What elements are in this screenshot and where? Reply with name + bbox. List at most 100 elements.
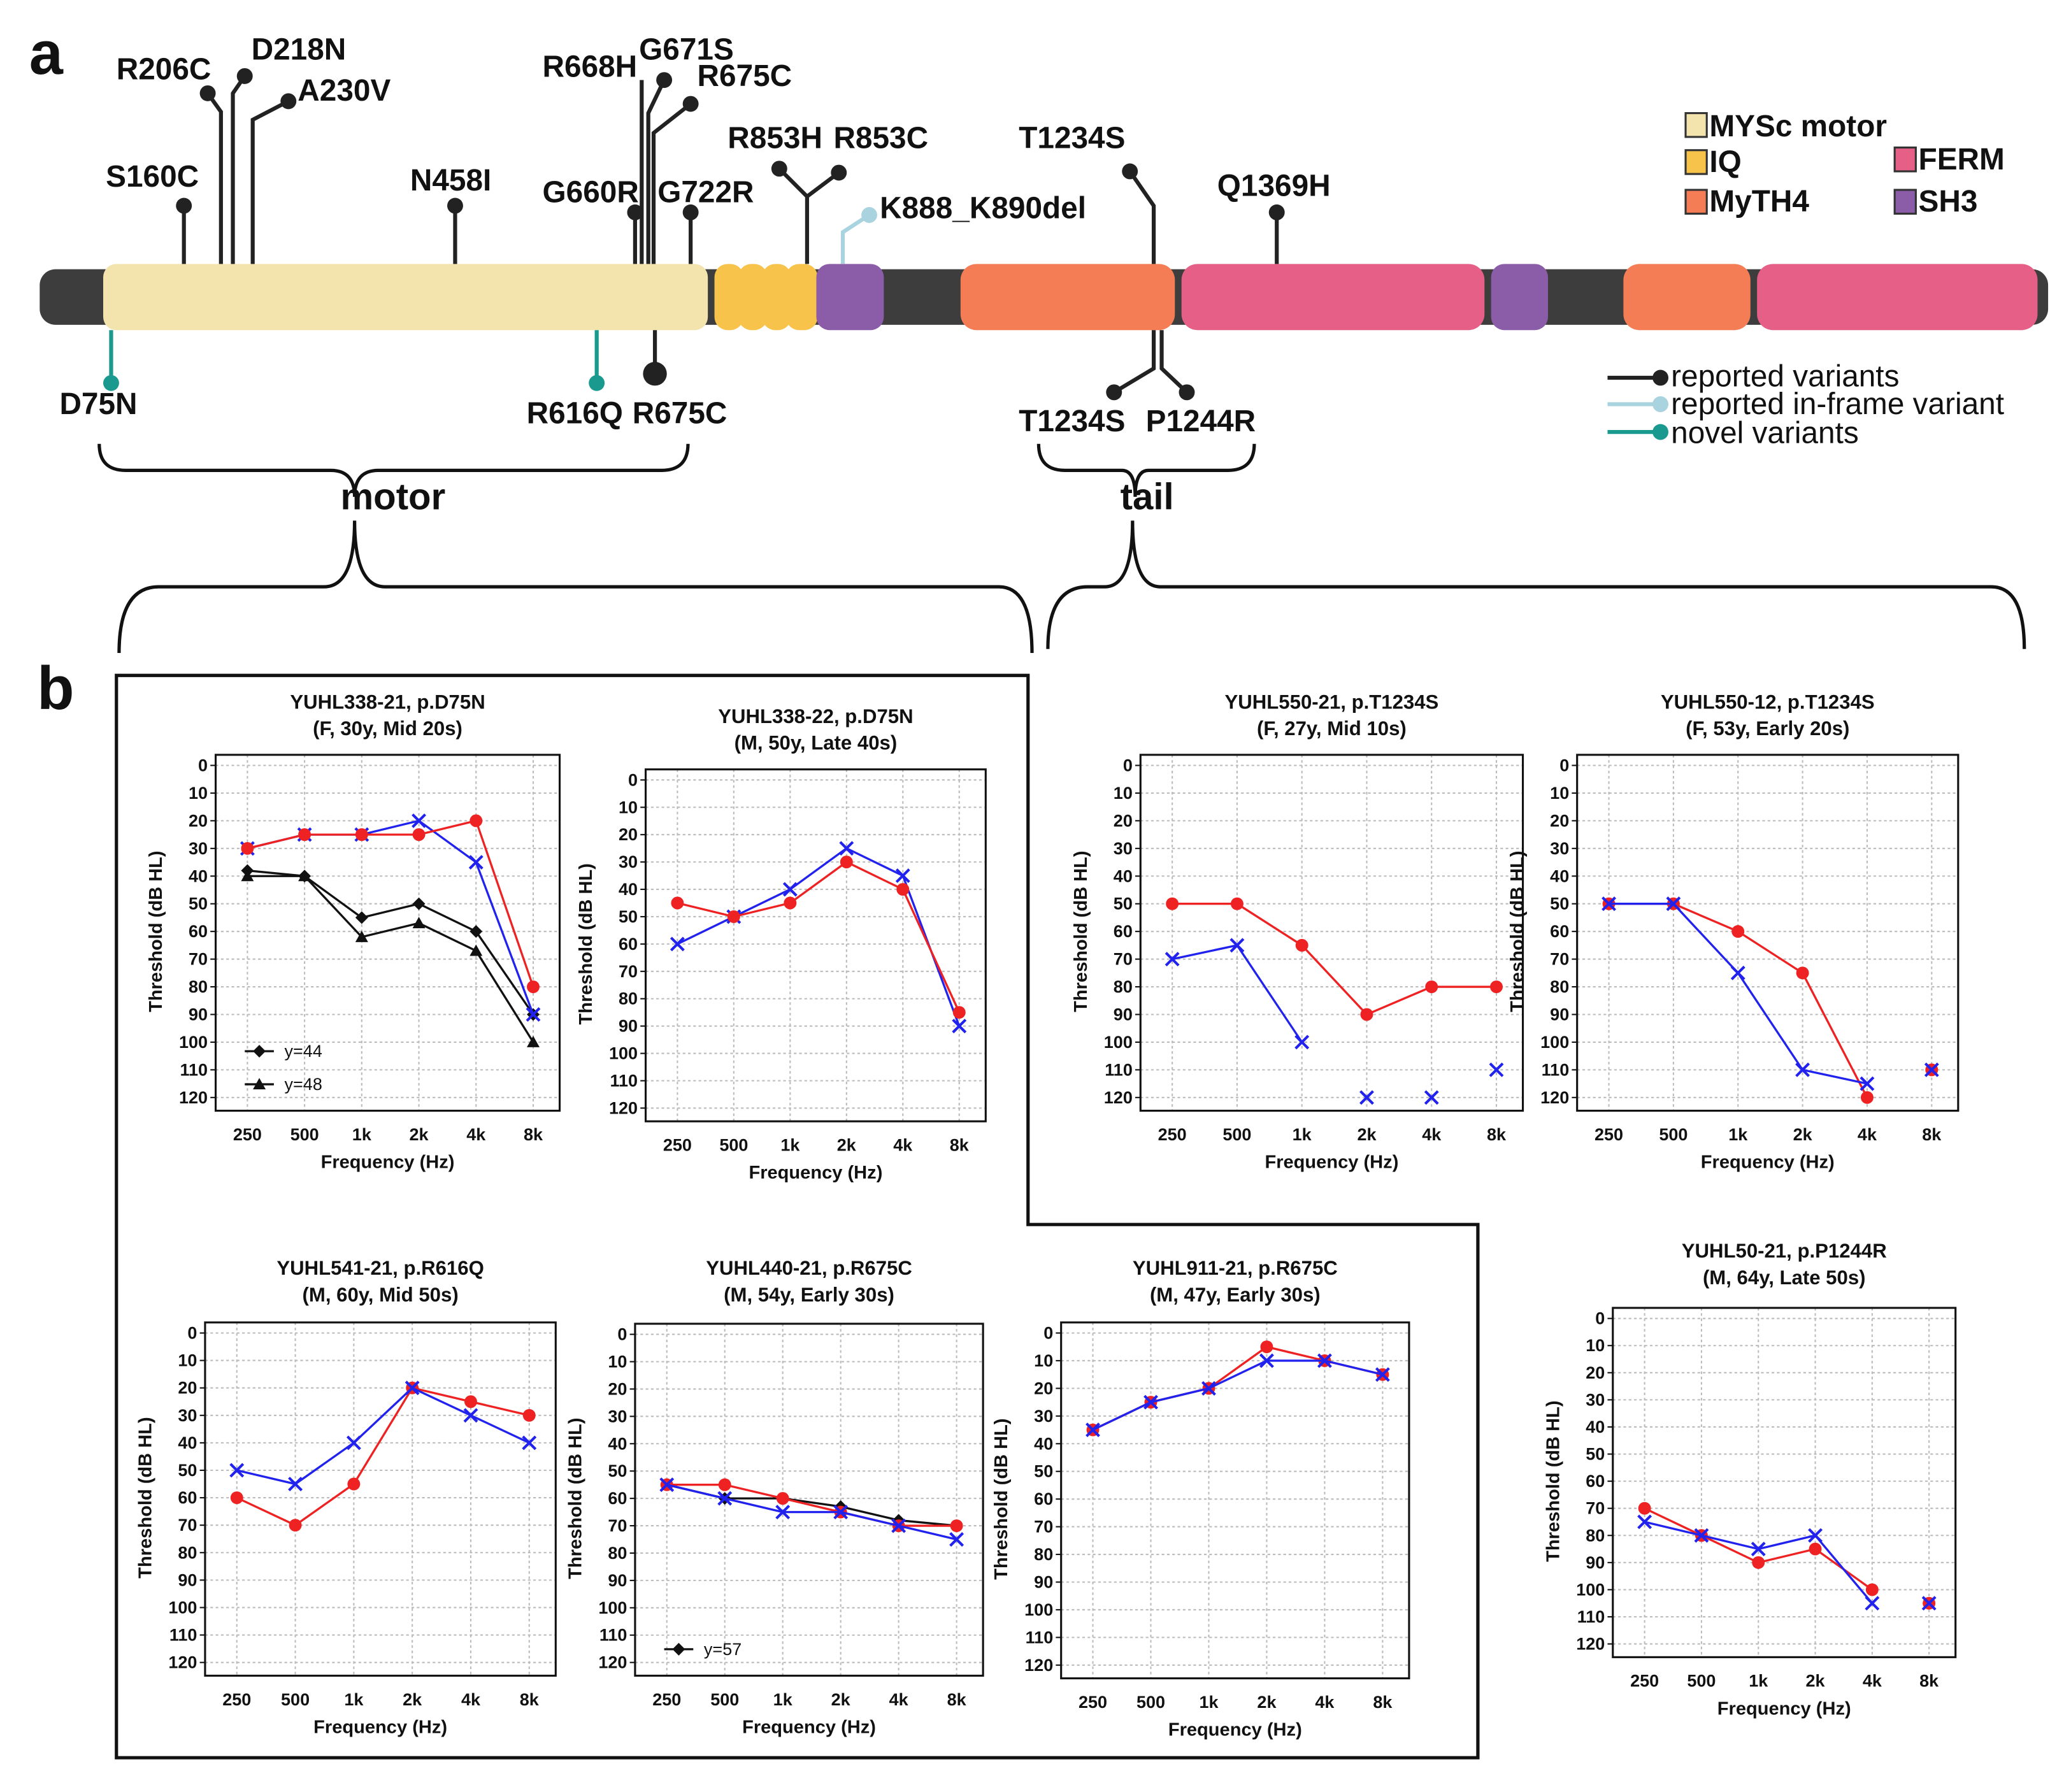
marker (1860, 1091, 1874, 1104)
variant-stems (103, 68, 1285, 401)
y-tick-label: 120 (1024, 1656, 1053, 1675)
y-tick-label: 100 (168, 1598, 197, 1617)
audiogram: YUHL550-12, p.T1234S (F, 53y, Early 20s) 0… (1507, 691, 1960, 1173)
region-label: tail (1121, 476, 1174, 517)
variant-label: N458I (410, 164, 491, 197)
marker (1259, 1353, 1274, 1368)
marker (347, 1477, 361, 1491)
x-tick-label: 2k (1357, 1125, 1377, 1144)
y-tick-label: 120 (1540, 1088, 1569, 1107)
y-tick-label: 110 (610, 1072, 638, 1091)
marker (298, 870, 312, 882)
y-tick-label: 90 (1550, 1005, 1569, 1024)
y-tick-label: 120 (598, 1653, 627, 1672)
marker (526, 1007, 541, 1022)
x-tick-label: 2k (1793, 1125, 1813, 1144)
y-tick-label: 0 (1559, 756, 1569, 775)
marker (1795, 1062, 1810, 1077)
variant-label: A230V (297, 74, 391, 108)
marker (775, 1505, 791, 1520)
domain-legend: MYSc motor IQ MyTH4 FERM SH3 (1684, 110, 2005, 219)
chart-title: YUHL550-21, p.T1234S (1225, 691, 1439, 713)
y-tick-label: 10 (178, 1351, 197, 1370)
y-axis-title: Threshold (dB HL) (1543, 1400, 1563, 1561)
variant-labels: S160C R206C D218N A230V N458I R668H G671… (59, 32, 1330, 438)
marker (1796, 966, 1809, 980)
braces: motor tail (97, 443, 2026, 653)
region-label: motor (340, 476, 445, 517)
x-tick-label: 250 (233, 1125, 262, 1144)
x-axis-title: Frequency (Hz) (1265, 1152, 1398, 1173)
marker (1359, 1090, 1374, 1105)
y-tick-label: 90 (189, 1005, 208, 1024)
audiogram: YUHL911-21, p.R675C (M, 47y, Early 30s) 0 1… (991, 1257, 1410, 1740)
y-tick-label: 50 (1550, 894, 1569, 914)
y-tick-label: 80 (1114, 977, 1133, 996)
variant-label: R853C (833, 122, 928, 155)
chart-title: YUHL338-22, p.D75N (718, 705, 913, 728)
marker (671, 896, 684, 910)
marker (468, 855, 484, 870)
x-axis-title: Frequency (Hz) (742, 1717, 876, 1737)
marker (463, 1408, 478, 1423)
marker (1360, 1008, 1373, 1021)
y-axis-title: Threshold (dB HL) (576, 863, 596, 1024)
y-tick-label: 100 (1576, 1580, 1605, 1599)
chart-subtitle: (M, 50y, Late 40s) (735, 732, 898, 754)
marker (782, 882, 798, 897)
y-tick-label: 40 (1114, 866, 1133, 885)
marker (469, 925, 483, 938)
y-tick-label: 120 (1104, 1088, 1133, 1107)
plot-frame (214, 754, 561, 1112)
y-tick-label: 60 (1586, 1472, 1605, 1491)
chart-title: YUHL550-12, p.T1234S (1661, 691, 1875, 713)
marker (412, 828, 426, 842)
x-tick-label: 1k (1199, 1693, 1219, 1712)
y-tick-label: 110 (1577, 1607, 1605, 1626)
marker (298, 828, 312, 842)
y-tick-label: 80 (619, 989, 638, 1008)
x-tick-label: 8k (524, 1125, 543, 1144)
chart-subtitle: (F, 30y, Mid 20s) (313, 717, 462, 740)
x-tick-label: 500 (1687, 1672, 1716, 1691)
x-tick-label: 500 (710, 1690, 739, 1709)
x-tick-label: 8k (1922, 1125, 1942, 1144)
x-tick-label: 500 (1222, 1125, 1251, 1144)
marker (1638, 1502, 1651, 1515)
marker (1260, 1340, 1273, 1354)
marker (412, 917, 426, 929)
panel-label: a (29, 20, 64, 87)
x-tick-label: 2k (831, 1690, 851, 1709)
variant-label: R668H (543, 50, 638, 83)
x-tick-label: 500 (290, 1125, 319, 1144)
marker (346, 1435, 361, 1451)
y-tick-label: 0 (617, 1325, 627, 1344)
legend-label: y=44 (285, 1042, 322, 1061)
y-tick-label: 40 (608, 1434, 627, 1453)
series-line (1172, 903, 1496, 1016)
legend-label: novel variants (1671, 417, 1859, 450)
marker (896, 883, 910, 896)
marker (1489, 1062, 1504, 1077)
variant-label: R853H (727, 122, 822, 155)
plot-frame (634, 1322, 984, 1677)
variant-label: R675C (698, 59, 792, 93)
x-tick-label: 1k (1749, 1672, 1768, 1691)
plot-frame (1060, 1321, 1410, 1680)
y-tick-label: 10 (1034, 1351, 1053, 1370)
chart-subtitle: (M, 64y, Late 50s) (1703, 1266, 1866, 1289)
y-tick-label: 120 (609, 1098, 638, 1117)
variant-label: G722R (657, 176, 754, 210)
y-axis-title: Threshold (dB HL) (1071, 850, 1091, 1012)
marker (1730, 965, 1745, 980)
series-line (247, 875, 534, 1043)
y-tick-label: 40 (1034, 1434, 1053, 1453)
variant-label: R206C (117, 53, 211, 87)
y-tick-label: 10 (619, 798, 638, 817)
y-tick-label: 10 (1114, 784, 1133, 803)
x-tick-label: 250 (1595, 1125, 1623, 1144)
y-tick-label: 60 (1034, 1489, 1053, 1509)
y-axis-title: Threshold (dB HL) (565, 1417, 585, 1579)
y-tick-label: 50 (1034, 1462, 1053, 1481)
y-tick-label: 30 (1550, 839, 1569, 858)
